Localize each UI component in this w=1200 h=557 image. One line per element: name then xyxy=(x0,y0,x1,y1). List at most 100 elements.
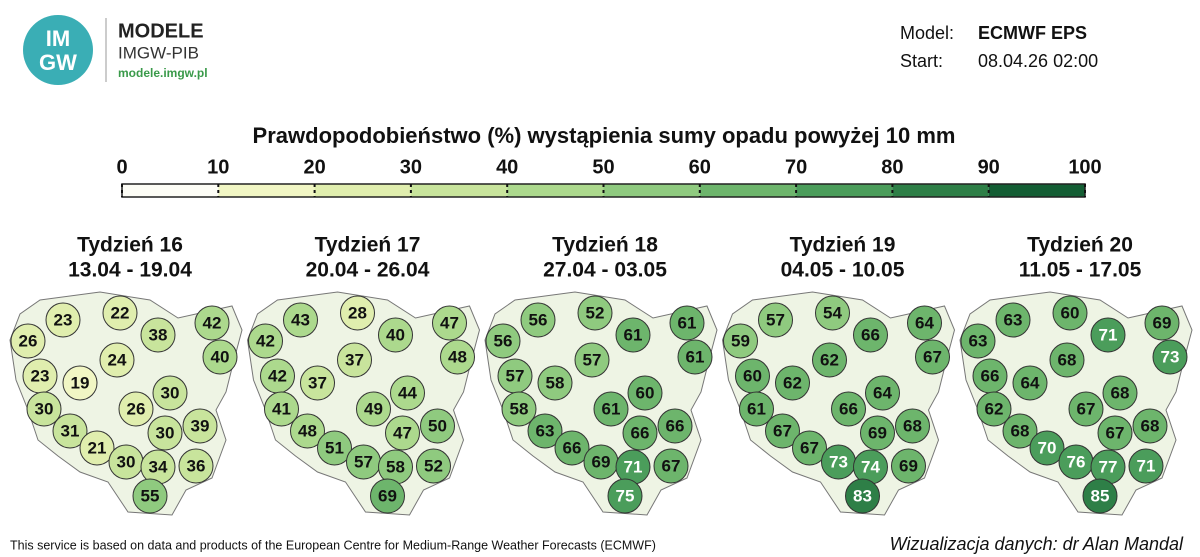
region-value xyxy=(248,323,283,359)
colorbar-segment xyxy=(314,184,411,197)
region-value xyxy=(669,305,705,341)
region-value xyxy=(132,478,168,514)
region-value xyxy=(995,302,1031,338)
region-value xyxy=(147,415,183,451)
region-value xyxy=(653,448,689,484)
region-label: 69 xyxy=(899,456,918,475)
region-label: 38 xyxy=(149,325,168,344)
region-value xyxy=(385,415,420,451)
region-label: 69 xyxy=(592,452,611,471)
region-value xyxy=(622,415,658,451)
region-label: 47 xyxy=(440,313,459,332)
region-label: 75 xyxy=(616,486,635,505)
colorbar-label: 100 xyxy=(1068,156,1101,178)
region-label: 67 xyxy=(1106,423,1125,442)
logo-circle xyxy=(23,15,93,85)
brand: MODELE xyxy=(118,20,204,42)
region-value xyxy=(440,339,475,375)
region-label: 69 xyxy=(378,486,397,505)
region-value xyxy=(194,305,230,341)
region-value xyxy=(1102,375,1138,411)
region-value xyxy=(1152,339,1188,375)
region-label: 61 xyxy=(747,399,766,418)
region-value xyxy=(1052,295,1088,331)
region-label: 23 xyxy=(31,366,50,385)
region-value xyxy=(758,302,793,338)
region-label: 63 xyxy=(536,421,555,440)
region-value xyxy=(1132,408,1168,444)
region-value xyxy=(485,323,521,359)
start-label: Start: xyxy=(900,51,943,71)
region-label: 43 xyxy=(291,310,310,329)
region-label: 42 xyxy=(256,331,275,350)
start: 08.04.26 02:00 xyxy=(978,51,1098,71)
region-value xyxy=(1002,413,1038,449)
region-label: 44 xyxy=(398,383,417,402)
region-value xyxy=(739,391,774,427)
region-value xyxy=(52,413,88,449)
region-value xyxy=(1029,430,1065,466)
region-value xyxy=(356,391,391,427)
week-dates: 20.04 - 26.04 xyxy=(306,259,430,282)
region-label: 56 xyxy=(494,331,513,350)
region-label: 54 xyxy=(823,303,842,322)
region-label: 30 xyxy=(35,399,54,418)
region-value xyxy=(118,391,154,427)
region-value xyxy=(915,339,950,375)
region-label: 61 xyxy=(686,347,705,366)
region-label: 47 xyxy=(393,423,412,442)
source-note: This service is based on data and produc… xyxy=(10,538,656,552)
region-value xyxy=(45,302,81,338)
region-label: 52 xyxy=(424,456,443,475)
title: Prawdopodobieństwo (%) wystąpienia sumy … xyxy=(253,123,956,148)
region-value xyxy=(264,391,299,427)
region-label: 67 xyxy=(662,456,681,475)
region-label: 49 xyxy=(364,399,383,418)
region-value xyxy=(337,342,372,378)
region-value xyxy=(378,317,413,353)
region-value xyxy=(152,375,188,411)
colorbar-label: 30 xyxy=(400,156,422,178)
week-title: Tydzień 19 xyxy=(790,234,896,257)
region-value xyxy=(140,317,176,353)
region-value xyxy=(182,408,218,444)
region-label: 71 xyxy=(1099,325,1118,344)
model-label: Model: xyxy=(900,23,954,43)
region-value xyxy=(831,391,866,427)
region-label: 83 xyxy=(853,486,872,505)
colorbar-label: 70 xyxy=(785,156,807,178)
region-value xyxy=(300,365,335,401)
region-label: 50 xyxy=(428,416,447,435)
week-title: Tydzień 16 xyxy=(77,234,183,257)
region-label: 68 xyxy=(1141,416,1160,435)
region-value xyxy=(815,295,850,331)
region-value xyxy=(99,342,135,378)
region-label: 64 xyxy=(873,383,892,402)
region-label: 62 xyxy=(985,399,1004,418)
region-value xyxy=(420,408,455,444)
region-label: 70 xyxy=(1038,438,1057,457)
week-title: Tydzień 18 xyxy=(552,234,658,257)
region-label: 42 xyxy=(268,366,287,385)
region-label: 19 xyxy=(71,373,90,392)
region-label: 67 xyxy=(1077,399,1096,418)
region-label: 73 xyxy=(1161,347,1180,366)
region-value xyxy=(554,430,590,466)
region-value xyxy=(178,448,214,484)
colorbar-segment xyxy=(603,184,700,197)
region-value xyxy=(860,415,895,451)
region-label: 57 xyxy=(583,350,602,369)
region-label: 67 xyxy=(923,347,942,366)
region-label: 77 xyxy=(1099,457,1118,476)
region-value xyxy=(317,430,352,466)
region-label: 69 xyxy=(868,423,887,442)
colorbar-label: 10 xyxy=(207,156,229,178)
region-label: 71 xyxy=(1137,456,1156,475)
colorbar-label: 20 xyxy=(303,156,325,178)
region-value xyxy=(907,305,942,341)
region-value xyxy=(1049,342,1085,378)
region-label: 30 xyxy=(156,423,175,442)
region-label: 64 xyxy=(1021,373,1040,392)
colorbar-label: 80 xyxy=(881,156,903,178)
region-value xyxy=(677,339,713,375)
